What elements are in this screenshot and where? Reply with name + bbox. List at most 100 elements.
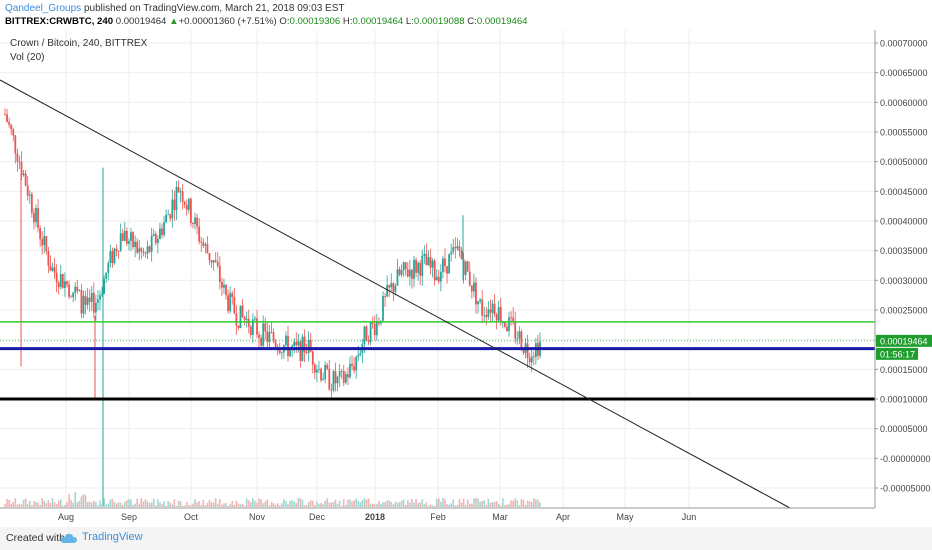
candle-body [227,295,229,312]
change-value: +0.00001360 (+7.51%) [178,16,277,27]
volume-bar [322,504,324,507]
candle-body [152,233,155,236]
volume-bar [97,505,99,507]
volume-bar [437,498,440,507]
y-tick-label: 0.00005000 [880,424,928,434]
candle-body [398,269,401,275]
candle-body [18,161,21,163]
volume-bar [245,498,248,507]
tradingview-brand[interactable]: TradingView [82,531,143,543]
candle-body [208,253,211,261]
candle-body [72,292,75,298]
volume-bar [440,501,442,507]
volume-bar [150,502,153,507]
candle-body [41,239,44,246]
volume-bar [152,498,155,507]
volume-bar [233,504,236,507]
candle-body [510,317,512,319]
volume-bar [107,503,110,507]
candle-body [121,233,124,241]
candle-body [408,269,411,277]
candle-body [70,296,73,298]
volume-bar [45,503,48,507]
volume-bar [530,502,533,507]
volume-bar [243,505,246,507]
candle-body [26,185,29,196]
x-tick-label: Sep [121,512,137,522]
candle-body [262,323,265,346]
candle-body [293,341,296,347]
volume-bar [262,503,265,507]
candle-body [297,341,300,346]
candle-body [299,341,302,361]
volume-bar [173,499,176,507]
volume-bar [435,498,438,507]
candle-body [264,323,267,332]
candle-body [311,351,314,365]
candle-body [280,352,283,354]
candle-body [109,251,112,264]
volume-bar [210,502,213,507]
candle-body [272,332,275,342]
candle-body [194,217,196,224]
candle-body [369,322,372,342]
candle-body [88,297,91,302]
candle-body [258,334,260,338]
candle-body [530,356,533,363]
chart-header: Qandeel_Groups published on TradingView.… [0,0,932,30]
candle-body [14,135,17,154]
y-tick-label: 0.00010000 [880,395,928,405]
volume-bar [386,500,388,507]
candle-body [475,282,477,305]
volume-bar [442,498,444,507]
candle-body [76,286,79,291]
candle-body [344,374,347,383]
volume-bar [489,502,492,507]
candle-body [64,281,66,288]
volume-bar [456,504,459,507]
volume-bar [270,502,273,507]
volume-bar [16,504,19,507]
volume-bar [252,498,254,507]
candle-body [111,251,114,264]
candle-body [57,282,60,288]
candle-body [212,260,215,263]
price-chart[interactable]: 0.00070000 0.00065000 0.00060000 0.00055000… [0,30,932,527]
candle-body [196,217,199,227]
volume-bar [192,503,194,507]
volume-bar [427,505,430,507]
volume-bar [214,498,217,507]
volume-bar [70,499,72,507]
volume-bar [49,503,52,507]
created-with-text: Created with [6,532,65,544]
volume-bar [260,499,262,507]
candle-body [260,337,263,346]
candle-body [140,248,143,252]
volume-bar [398,502,401,507]
y-tick-label: -0.00000000 [880,454,931,464]
volume-bar [250,501,252,507]
volume-bar [223,503,225,507]
volume-bar [506,504,508,507]
volume-bar [524,504,527,507]
candle-body [481,299,484,316]
candle-body [386,285,389,297]
candle-body [518,331,521,339]
volume-bar [533,498,535,507]
volume-bar [493,502,496,507]
candle-body [30,194,33,213]
volume-bar [188,505,190,507]
volume-bar [53,502,56,507]
chart-grid [0,30,875,508]
candle-body [47,251,50,266]
candle-body [487,309,490,318]
candle-body [39,227,42,240]
candle-body [216,261,219,266]
author-link[interactable]: Qandeel_Groups [5,3,82,14]
candle-body [181,191,184,202]
candle-body [477,301,479,305]
volume-bar [415,498,417,507]
volume-bar [404,504,407,507]
volume-bar [357,501,360,507]
volume-bar [14,498,17,507]
